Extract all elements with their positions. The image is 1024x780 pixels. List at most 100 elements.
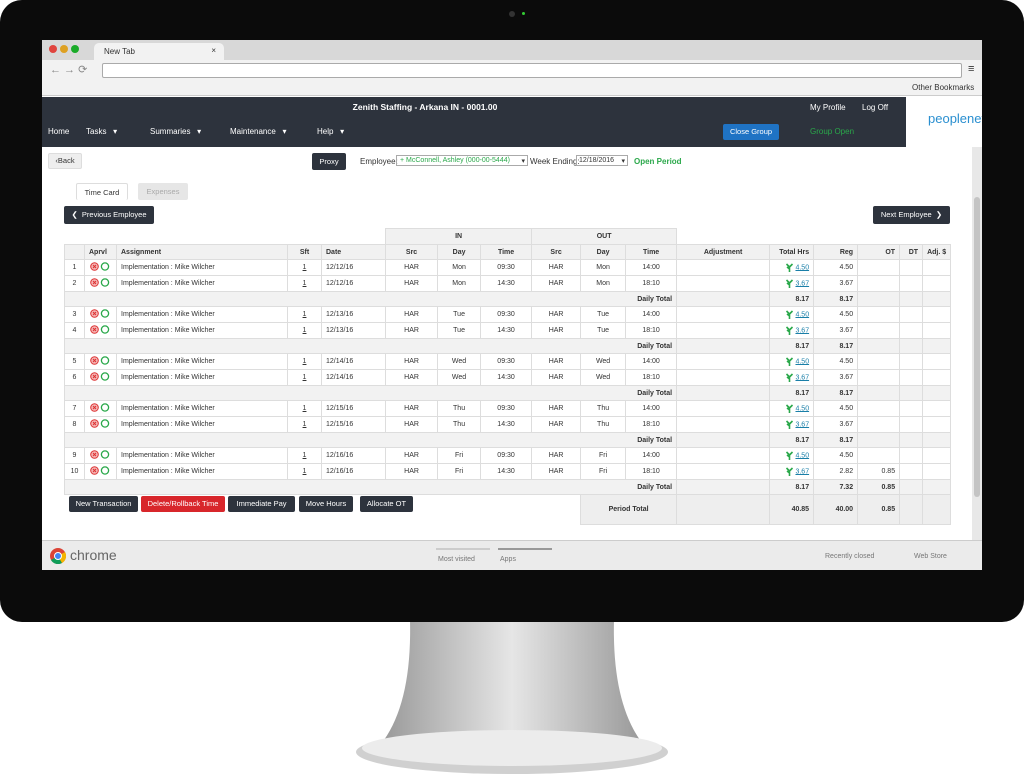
shift-link[interactable]: 1 — [302, 468, 307, 475]
assignment: Implementation : Mike Wilcher — [116, 322, 288, 339]
shift-link[interactable]: 1 — [302, 311, 307, 318]
proxy-button[interactable]: Proxy — [312, 153, 346, 170]
out-day: Mon — [580, 275, 627, 292]
approval-icons[interactable] — [89, 450, 112, 459]
shift-link[interactable]: 1 — [302, 405, 307, 412]
adjustment — [676, 322, 771, 339]
shift-link[interactable]: 1 — [302, 280, 307, 287]
browser-tab[interactable]: New Tab × — [94, 43, 224, 60]
daily-ot: 0.85 — [857, 479, 901, 495]
log-off[interactable]: Log Off — [862, 103, 889, 112]
adjustment — [676, 369, 771, 386]
employee-name: McConnell, Ashley (000-00-5444) — [406, 157, 510, 164]
total-hours-link[interactable]: 3.67 — [795, 280, 810, 288]
shift-link[interactable]: 1 — [302, 421, 307, 428]
approval-icons[interactable] — [89, 419, 112, 428]
blank-cell — [677, 229, 951, 245]
shift-link[interactable]: 1 — [302, 358, 307, 365]
apps[interactable]: Apps — [500, 556, 516, 563]
blank-cell — [676, 479, 771, 495]
nav-item[interactable]: Help ▾ — [317, 127, 345, 136]
recently-closed[interactable]: Recently closed — [825, 553, 875, 560]
blank-cell — [899, 291, 924, 307]
regular-hours: 3.67 — [813, 416, 859, 433]
url-input[interactable] — [102, 63, 962, 78]
approval-icons[interactable] — [89, 278, 112, 287]
nav-item[interactable]: Tasks ▾ — [86, 127, 118, 136]
blank-cell — [676, 338, 771, 354]
window-controls[interactable] — [48, 44, 88, 54]
tab-active[interactable]: Time Card — [76, 183, 128, 200]
nav-label: Tasks — [86, 127, 107, 136]
column-header: DT — [899, 244, 924, 260]
action-button[interactable]: Immediate Pay — [228, 496, 295, 512]
approval-icons[interactable] — [89, 325, 112, 334]
in-src: HAR — [385, 369, 439, 386]
menu-icon[interactable]: ≡ — [968, 63, 975, 75]
approval-icons[interactable] — [89, 466, 112, 475]
total-hours-link[interactable]: 3.67 — [795, 374, 810, 382]
shift-link[interactable]: 1 — [302, 327, 307, 334]
nav-item[interactable]: Maintenance ▾ — [230, 127, 287, 136]
approval-icons[interactable] — [89, 372, 112, 381]
previous-employee-button[interactable]: ❮ Previous Employee — [64, 206, 154, 224]
shift-link[interactable]: 1 — [302, 264, 307, 271]
button-label: Previous Employee — [81, 210, 147, 219]
blank-cell — [922, 291, 952, 307]
nav-item[interactable]: Summaries ▾ — [150, 127, 202, 136]
next-employee-button[interactable]: Next Employee ❯ — [873, 206, 950, 224]
action-button[interactable]: Allocate OT — [360, 496, 413, 512]
approval-cell — [84, 463, 117, 480]
out-time: 14:00 — [625, 306, 678, 323]
overtime-hours — [857, 275, 901, 292]
nav-item[interactable]: Home — [48, 127, 70, 136]
web-store[interactable]: Web Store — [914, 553, 947, 560]
shift-link[interactable]: 1 — [302, 374, 307, 381]
my-profile[interactable]: My Profile — [810, 103, 846, 112]
total-hours-link[interactable]: 3.67 — [795, 468, 810, 476]
back-button[interactable]: ‹Back — [48, 153, 82, 169]
total-hours-link[interactable]: 4.50 — [795, 311, 810, 319]
total-hours-link[interactable]: 4.50 — [795, 264, 810, 272]
action-button[interactable]: Delete/Rollback Time — [141, 496, 225, 512]
in-day: Wed — [437, 353, 482, 370]
most-visited[interactable]: Most visited — [438, 556, 475, 563]
timecard-row: 7 Implementation : Mike Wilcher 1 12/15/16 H… — [64, 400, 952, 417]
nav-buttons[interactable]: ← → ⟳ — [50, 64, 88, 76]
regular-hours: 4.50 — [813, 400, 859, 417]
week-select[interactable]: 12/18/2016 ▾ — [576, 155, 628, 166]
bookmark[interactable]: Other Bookmarks — [912, 83, 975, 92]
employee-select[interactable]: + McConnell, Ashley (000-00-5444) ▾ — [396, 155, 528, 166]
back-label: Back — [57, 156, 75, 165]
tab-close[interactable]: × — [211, 46, 216, 55]
total-hours: 3.67 — [769, 463, 815, 480]
overtime-hours — [857, 306, 901, 323]
tab[interactable]: Expenses — [138, 183, 188, 200]
overtime-hours — [857, 447, 901, 464]
group-header: IN — [385, 228, 533, 245]
regular-hours: 3.67 — [813, 322, 859, 339]
total-hours-link[interactable]: 4.50 — [795, 358, 810, 366]
total-hours-link[interactable]: 3.67 — [795, 421, 810, 429]
out-src: HAR — [531, 463, 582, 480]
column-header: Aprvl — [84, 244, 117, 260]
approval-icons[interactable] — [89, 356, 112, 365]
approval-icons[interactable] — [89, 403, 112, 412]
group-header: OUT — [531, 228, 678, 245]
total-hours-link[interactable]: 3.67 — [795, 327, 810, 335]
action-button[interactable]: Move Hours — [299, 496, 353, 512]
regular-hours: 2.82 — [813, 463, 859, 480]
shift: 1 — [287, 259, 322, 276]
shift-link[interactable]: 1 — [302, 452, 307, 459]
total-hours-link[interactable]: 4.50 — [795, 405, 810, 413]
in-time: 14:30 — [480, 463, 533, 480]
out-day: Fri — [580, 463, 627, 480]
date: 12/16/16 — [320, 447, 387, 464]
close-group-button[interactable]: Close Group — [723, 124, 779, 140]
total-hours-link[interactable]: 4.50 — [795, 452, 810, 460]
nav-label: Help — [317, 127, 334, 136]
approval-icons[interactable] — [89, 309, 112, 318]
scrollbar[interactable] — [972, 147, 982, 540]
approval-icons[interactable] — [89, 262, 112, 271]
action-button[interactable]: New Transaction — [69, 496, 138, 512]
